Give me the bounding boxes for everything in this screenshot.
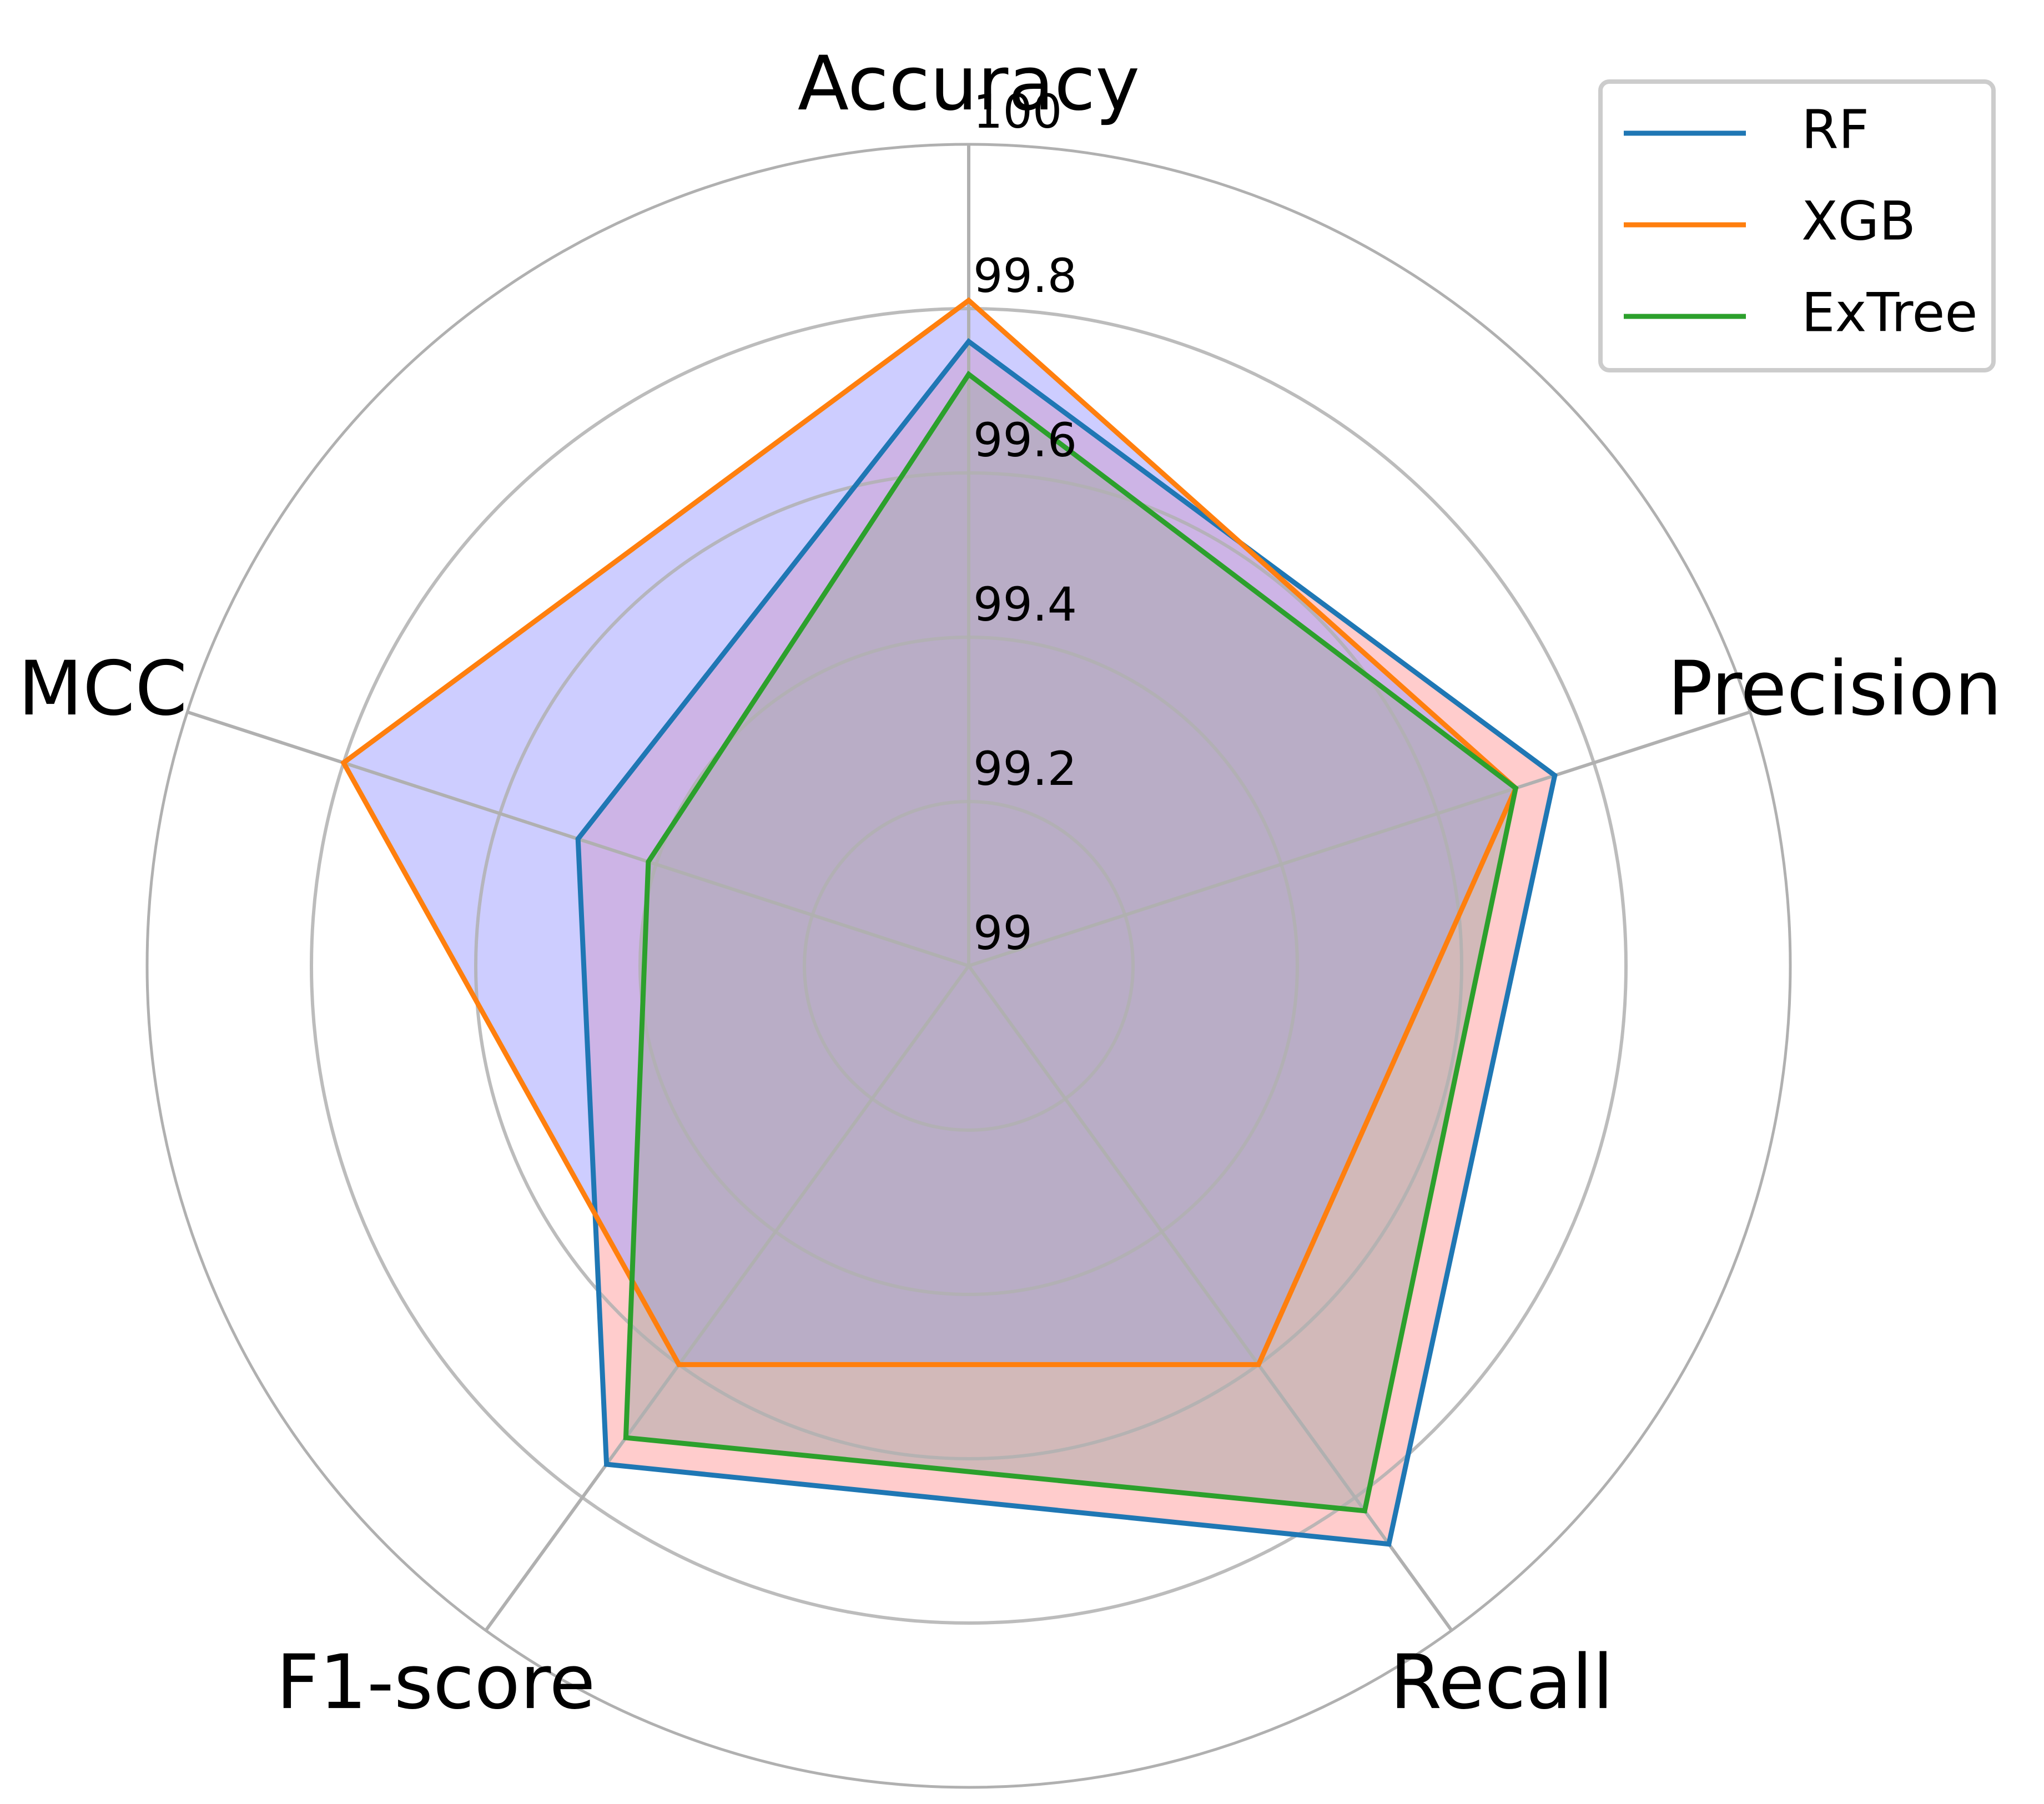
spoke-precision	[968, 710, 1751, 967]
spoke-recall	[967, 965, 1453, 1632]
spoke-f1-score	[484, 965, 970, 1632]
series-line-xgb	[340, 297, 1519, 1367]
series-line-rf	[575, 337, 1558, 1547]
r-tick-labels: 99 99.2 99.4 99.6 99.8 100	[973, 84, 1077, 960]
grid	[145, 143, 1792, 1789]
r-tick-label: 99.2	[973, 742, 1077, 796]
legend-label-extree: ExTree	[1801, 281, 1977, 344]
axis-labels: Accuracy Precision Recall F1-score MCC	[18, 40, 2002, 1726]
legend-frame	[1598, 79, 1996, 372]
r-tick-label: 99.4	[973, 577, 1077, 632]
r-tick-label: 99.6	[973, 413, 1077, 467]
axis-label-recall: Recall	[1390, 1639, 1614, 1726]
legend-label-xgb: XGB	[1801, 190, 1916, 252]
series-line-extree	[623, 370, 1519, 1514]
series-lines	[340, 297, 1558, 1547]
legend-label-rf: RF	[1801, 98, 1869, 160]
r-tick-label: 99.8	[973, 249, 1077, 303]
legend: RF XGB ExTree	[1598, 79, 1996, 372]
axis-label-precision: Precision	[1668, 645, 2002, 732]
axis-label-f1-score: F1-score	[276, 1639, 595, 1726]
axis-label-accuracy: Accuracy	[798, 40, 1140, 127]
r-tick-label: 100	[973, 84, 1062, 139]
axis-label-mcc: MCC	[18, 645, 187, 732]
series-fills	[343, 300, 1555, 1544]
r-tick-label: 99	[973, 906, 1033, 960]
